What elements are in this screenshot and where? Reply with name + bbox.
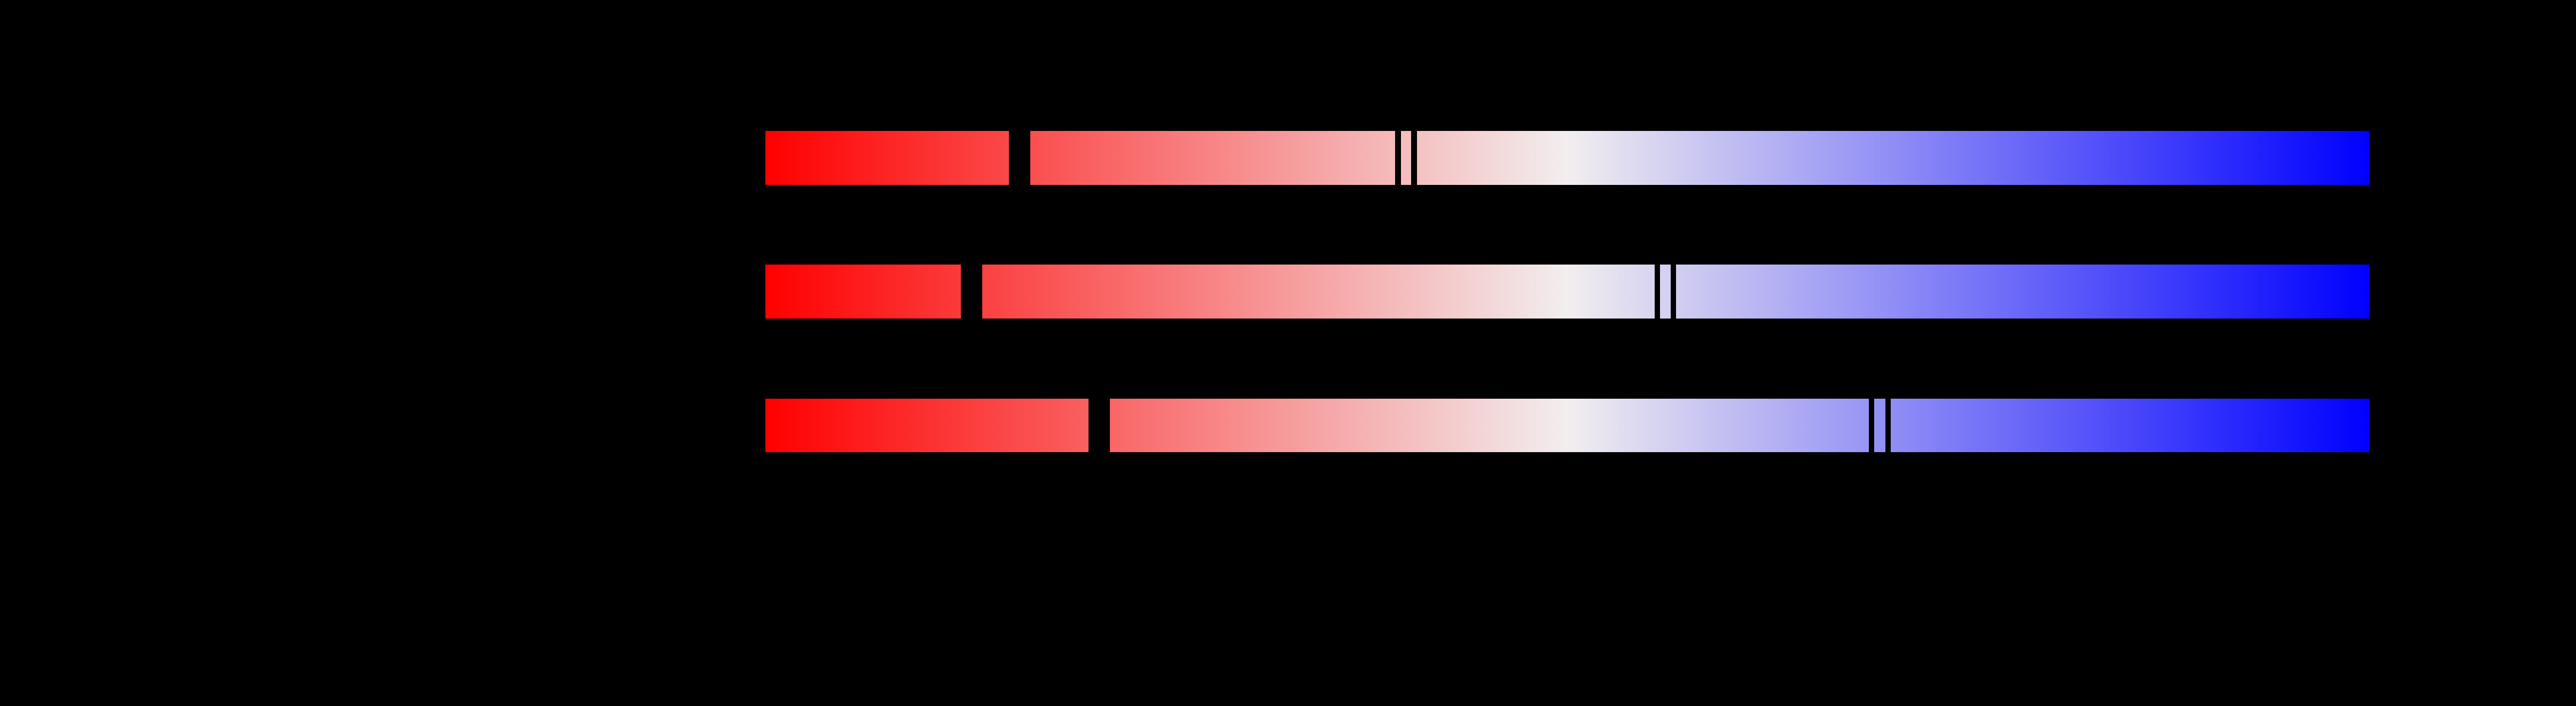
double-tick-line-1: [1869, 399, 1874, 452]
interval-gap-marker: [1089, 399, 1110, 452]
double-tick-line-1: [1655, 265, 1660, 319]
gradient-bar-row-1: [765, 131, 2369, 185]
gradient-bar-row-3: [765, 399, 2369, 452]
interval-gap-marker: [961, 265, 982, 319]
interval-gap-marker: [1009, 131, 1030, 185]
double-tick-line-2: [1671, 265, 1676, 319]
double-tick-line-2: [1885, 399, 1891, 452]
double-tick-line-2: [1411, 131, 1417, 185]
gradient-bar-row-2: [765, 265, 2369, 319]
double-tick-line-1: [1395, 131, 1401, 185]
